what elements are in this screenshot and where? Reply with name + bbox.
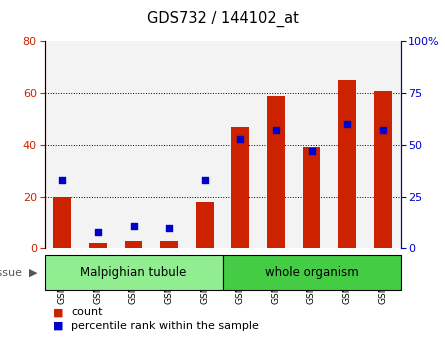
Bar [160,241,178,248]
Point [272,128,279,133]
Bar [294,41,329,248]
Point [308,148,315,154]
Point [166,225,173,230]
Bar [267,96,285,248]
Bar [116,41,151,248]
Bar [338,80,356,248]
Text: ■: ■ [53,307,64,317]
Point [201,177,208,183]
Bar [80,41,116,248]
Bar [125,241,142,248]
Bar [89,243,107,248]
Bar [374,90,392,248]
Text: count: count [71,307,103,317]
Bar [222,255,400,290]
Point [59,177,66,183]
Text: percentile rank within the sample: percentile rank within the sample [71,321,259,331]
Point [94,229,101,235]
Bar [365,41,400,248]
Text: whole organism: whole organism [265,266,358,279]
Text: GDS732 / 144102_at: GDS732 / 144102_at [146,10,299,27]
Bar [231,127,249,248]
Point [379,128,386,133]
Bar [44,41,80,248]
Bar [151,41,187,248]
Bar [222,41,258,248]
Point [344,121,351,127]
Bar [258,41,294,248]
Bar [44,255,222,290]
Bar [196,202,214,248]
Point [130,223,137,228]
Point [237,136,244,141]
Bar [187,41,222,248]
Bar [53,197,71,248]
Text: tissue  ▶: tissue ▶ [0,268,37,277]
Text: ■: ■ [53,321,64,331]
Bar [329,41,365,248]
Text: Malpighian tubule: Malpighian tubule [80,266,187,279]
Bar [303,148,320,248]
